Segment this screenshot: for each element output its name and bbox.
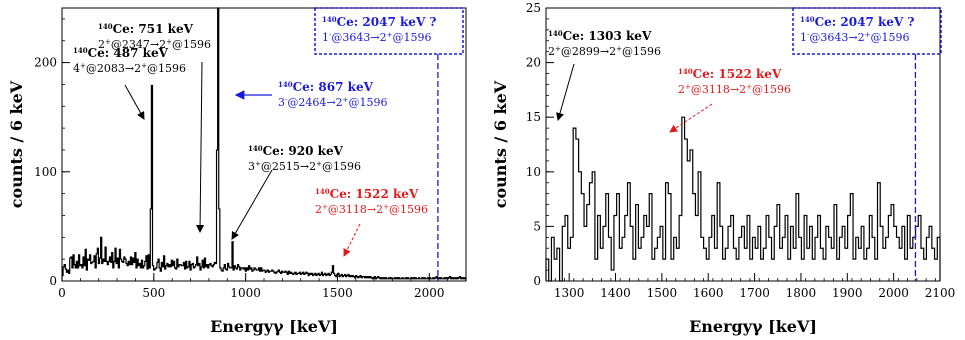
panel-1-histogram-series	[61, 7, 467, 281]
annotation-2047-right-transition: 1-@3643→2+@1596	[800, 31, 909, 44]
panel-2-y-tick-label: 5	[533, 219, 541, 233]
annotation-2047-left-title: 140Ce: 2047 keV ?	[322, 15, 436, 29]
panel-2-y-tick-label: 20	[526, 56, 541, 70]
annotation-1522-left-transition: 2+@3118→2+@1596	[315, 203, 428, 216]
annotation-2047-left-transition: 1-@3643→2+@1596	[322, 31, 431, 44]
arrow-1522-left	[343, 223, 361, 257]
annotation-867-transition: 3-@2464→2+@1596	[278, 96, 387, 109]
panel-1-y-tick-label: 0	[49, 274, 57, 288]
annotation-867-title: 140Ce: 867 keV	[278, 80, 374, 94]
panel-1-y-tick-label: 200	[34, 56, 57, 70]
panel-1-x-tick-label: 1000	[230, 286, 261, 300]
panel-1-x-tick-label: 500	[142, 286, 165, 300]
panel-2-y-tick-label: 0	[533, 274, 541, 288]
panel-1-x-tick-label: 1500	[322, 286, 353, 300]
panel-2-x-tick-label: 1800	[786, 286, 817, 300]
annotation-2047-right-title: 140Ce: 2047 keV ?	[800, 15, 914, 29]
panel-2-y-tick-label: 10	[526, 165, 541, 179]
annotation-867: 140Ce: 867 keV 3-@2464→2+@1596	[278, 80, 387, 109]
annotation-1522-right-title: 140Ce: 1522 keV	[678, 67, 782, 81]
arrow-751	[196, 61, 205, 233]
panel-2-x-axis-title: Energyγ [keV]	[689, 317, 817, 336]
annotation-487-title: 140Ce: 487 keV	[73, 46, 169, 60]
panel-2-plot-frame	[545, 7, 941, 282]
annotation-920-transition: 3+@2515→2+@1596	[248, 160, 361, 173]
panel-2-x-tick-label: 1400	[600, 286, 631, 300]
arrow-1522-right	[669, 103, 713, 133]
panel-1-x-tick-label: 0	[58, 286, 66, 300]
panel-2-x-tick-label: 1500	[647, 286, 678, 300]
panel-2-x-tick-label: 1900	[832, 286, 863, 300]
annotation-2047-right: 140Ce: 2047 keV ? 1-@3643→2+@1596	[800, 15, 914, 44]
panel-2-x-tick-label: 1300	[554, 286, 585, 300]
panel-2-y-tick-label: 25	[526, 1, 541, 15]
annotation-1303-title: 140Ce: 1303 keV	[548, 29, 652, 43]
annotation-487: 140Ce: 487 keV 4+@2083→2+@1596	[73, 46, 186, 75]
panel-1-y-tick-label: 100	[34, 165, 57, 179]
box-2047-right	[792, 7, 942, 55]
panel-1-x-tick-label: 2000	[414, 286, 445, 300]
box-2047-left	[314, 7, 464, 55]
annotation-1522-left-title: 140Ce: 1522 keV	[315, 187, 419, 201]
panel-2-y-tick-label: 15	[526, 110, 541, 124]
annotation-487-transition: 4+@2083→2+@1596	[73, 62, 186, 75]
arrow-487	[124, 84, 145, 120]
annotation-751: 140Ce: 751 keV 2+@2347→2+@1596	[98, 22, 211, 51]
panel-1-y-axis-title: counts / 6 keV	[7, 80, 26, 208]
panel-2-x-tick-label: 1700	[739, 286, 770, 300]
panel-2-x-tick-label: 2000	[878, 286, 909, 300]
annotation-751-transition: 2+@2347→2+@1596	[98, 38, 211, 51]
annotation-1522-right: 140Ce: 1522 keV 2+@3118→2+@1596	[678, 67, 791, 96]
panel-2-y-axis-title: counts / 6 keV	[491, 80, 510, 208]
annotation-1303: 140Ce: 1303 keV 2+@2899→2+@1596	[548, 29, 661, 58]
annotation-920-title: 140Ce: 920 keV	[248, 144, 344, 158]
arrow-920	[231, 169, 273, 240]
annotation-751-title: 140Ce: 751 keV	[98, 22, 194, 36]
annotation-920: 140Ce: 920 keV 3+@2515→2+@1596	[248, 144, 361, 173]
annotation-1303-transition: 2+@2899→2+@1596	[548, 45, 661, 58]
annotation-2047-left: 140Ce: 2047 keV ? 1-@3643→2+@1596	[322, 15, 436, 44]
panel-2-histogram-series	[545, 116, 941, 282]
arrow-1303	[556, 63, 575, 121]
panel-2-x-tick-label: 1600	[693, 286, 724, 300]
annotation-1522-right-transition: 2+@3118→2+@1596	[678, 83, 791, 96]
panel-2-x-tick-label: 2100	[925, 286, 956, 300]
annotation-1522-left: 140Ce: 1522 keV 2+@3118→2+@1596	[315, 187, 428, 216]
panel-1-x-axis-title: Energyγ [keV]	[210, 317, 338, 336]
